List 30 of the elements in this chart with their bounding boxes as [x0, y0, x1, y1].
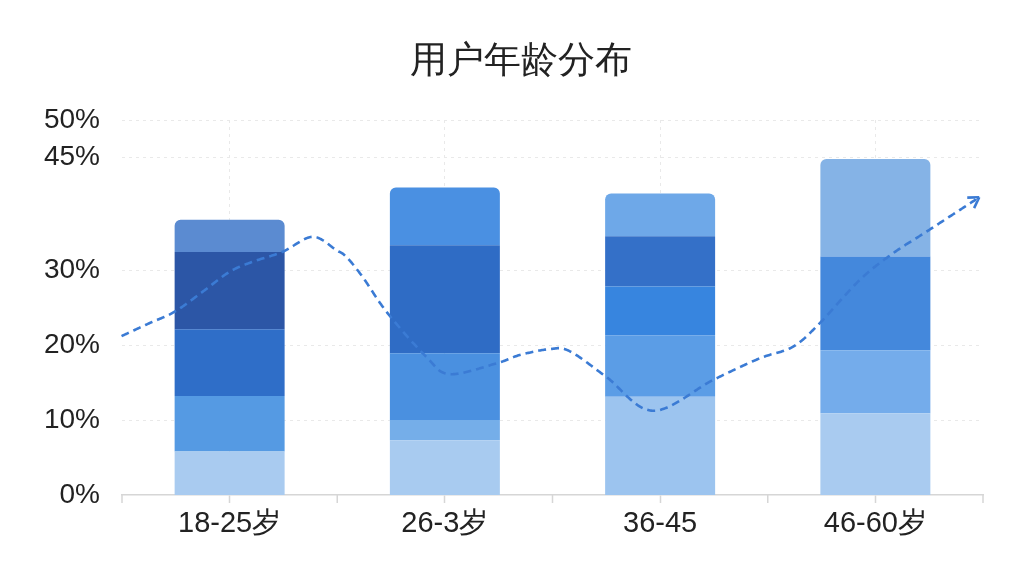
bar [174, 252, 285, 330]
bar [389, 353, 500, 420]
x-tick-label: 36-45 [623, 506, 698, 539]
bar [174, 396, 285, 452]
bar [820, 350, 931, 414]
bar [389, 440, 500, 495]
bar [389, 420, 500, 441]
y-tick-label: 45% [43, 140, 100, 172]
bar [174, 219, 285, 252]
bar [605, 193, 716, 237]
bar [820, 159, 931, 257]
y-tick-label: 0% [59, 477, 100, 509]
x-tick-label: 26-3岁 [401, 506, 489, 539]
y-tick-label: 50% [43, 102, 100, 134]
bar [820, 413, 931, 495]
bar [389, 187, 500, 246]
x-tick-label: 18-25岁 [178, 506, 282, 539]
bar [820, 256, 931, 351]
bar [605, 396, 716, 495]
y-tick-label: 10% [43, 402, 100, 434]
bar [174, 329, 285, 396]
y-tick-label: 30% [43, 252, 100, 284]
bar [174, 451, 285, 495]
bar [605, 286, 716, 336]
x-tick-label: 46-60岁 [823, 506, 927, 539]
bar [605, 236, 716, 287]
bar [389, 245, 500, 354]
bar [605, 335, 716, 397]
chart-title: 用户年龄分布 [410, 38, 632, 82]
y-tick-label: 20% [43, 327, 100, 359]
